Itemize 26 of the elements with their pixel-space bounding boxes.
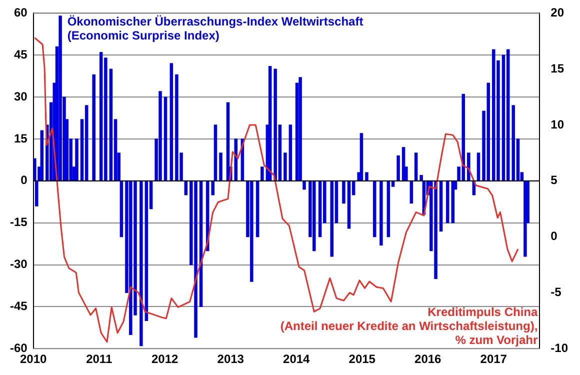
y2-tick-label: -5 <box>550 285 562 300</box>
y-tick-label: 45 <box>14 47 28 62</box>
y2-tick-label: -10 <box>550 340 568 355</box>
y-tick-label: -30 <box>10 257 28 272</box>
y2-tick-label: 10 <box>550 117 564 132</box>
series-label: Ökonomischer Überraschungs-Index Weltwirtschaft (Economic Surprise Index) <box>67 14 364 43</box>
y2-tick-label: 20 <box>550 6 564 20</box>
y-tick-label: -45 <box>10 298 28 313</box>
x-tick-label: 2016 <box>414 352 442 366</box>
y-tick-label: -60 <box>10 340 28 355</box>
y-tick-label: -15 <box>10 215 28 230</box>
text: Kreditimpuls China (Anteil neuer Kredite an Wirtschaftsleistung), % zum Vorjahr <box>280 304 538 347</box>
x-tick-label: 2011 <box>86 352 112 366</box>
x-tick-label: 2015 <box>348 352 376 366</box>
x-tick-label: 2012 <box>152 352 179 366</box>
y-tick-label: 30 <box>14 89 28 104</box>
y-tick-label: 0 <box>20 173 28 188</box>
y-tick-label: 60 <box>14 6 28 20</box>
y2-tick-label: 0 <box>550 229 558 244</box>
y2-tick-label: 5 <box>550 173 558 188</box>
x-tick-label: 2010 <box>20 352 48 366</box>
x-tick-label: 2014 <box>283 352 310 366</box>
x-tick-label: 2013 <box>217 352 244 366</box>
x-tick-label: 2017 <box>480 352 508 366</box>
y-tick-label: 15 <box>14 131 28 146</box>
y2-tick-label: 15 <box>550 61 564 76</box>
